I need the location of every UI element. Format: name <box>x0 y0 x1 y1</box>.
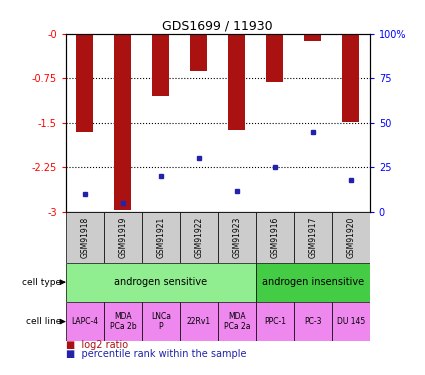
Bar <box>228 34 245 130</box>
Text: MDA
PCa 2a: MDA PCa 2a <box>224 312 250 331</box>
Bar <box>256 302 294 341</box>
Text: GSM91917: GSM91917 <box>308 216 317 258</box>
Text: 22Rv1: 22Rv1 <box>187 317 211 326</box>
Bar <box>294 212 332 262</box>
Text: cell type: cell type <box>23 278 62 286</box>
Bar <box>294 302 332 341</box>
Bar <box>218 212 256 262</box>
Title: GDS1699 / 11930: GDS1699 / 11930 <box>162 20 273 33</box>
Bar <box>114 34 131 210</box>
Bar <box>190 34 207 70</box>
Text: LNCa
P: LNCa P <box>151 312 171 331</box>
Text: GSM91919: GSM91919 <box>118 216 127 258</box>
Text: androgen insensitive: androgen insensitive <box>262 277 364 287</box>
Bar <box>304 34 321 41</box>
Bar <box>256 262 370 302</box>
Bar <box>66 302 104 341</box>
Text: GSM91921: GSM91921 <box>156 217 165 258</box>
Bar <box>266 34 283 82</box>
Bar <box>66 262 256 302</box>
Text: androgen sensitive: androgen sensitive <box>114 277 207 287</box>
Bar <box>66 212 104 262</box>
Bar <box>332 212 370 262</box>
Text: GSM91920: GSM91920 <box>346 216 355 258</box>
Text: ■  percentile rank within the sample: ■ percentile rank within the sample <box>66 350 246 359</box>
Bar <box>180 212 218 262</box>
Bar <box>332 302 370 341</box>
Text: GSM91918: GSM91918 <box>80 217 89 258</box>
Bar <box>104 212 142 262</box>
Bar <box>142 212 180 262</box>
Bar <box>180 302 218 341</box>
Bar <box>256 212 294 262</box>
Text: LAPC-4: LAPC-4 <box>71 317 99 326</box>
Text: ■  log2 ratio: ■ log2 ratio <box>66 340 128 350</box>
Text: GSM91923: GSM91923 <box>232 216 241 258</box>
Text: MDA
PCa 2b: MDA PCa 2b <box>110 312 136 331</box>
Text: GSM91916: GSM91916 <box>270 216 279 258</box>
Bar <box>342 34 359 122</box>
Text: PC-3: PC-3 <box>304 317 322 326</box>
Bar <box>76 34 94 132</box>
Bar <box>152 34 170 96</box>
Bar <box>142 302 180 341</box>
Text: PPC-1: PPC-1 <box>264 317 286 326</box>
Bar <box>104 302 142 341</box>
Text: GSM91922: GSM91922 <box>194 217 203 258</box>
Text: cell line: cell line <box>26 317 62 326</box>
Bar <box>218 302 256 341</box>
Text: DU 145: DU 145 <box>337 317 365 326</box>
